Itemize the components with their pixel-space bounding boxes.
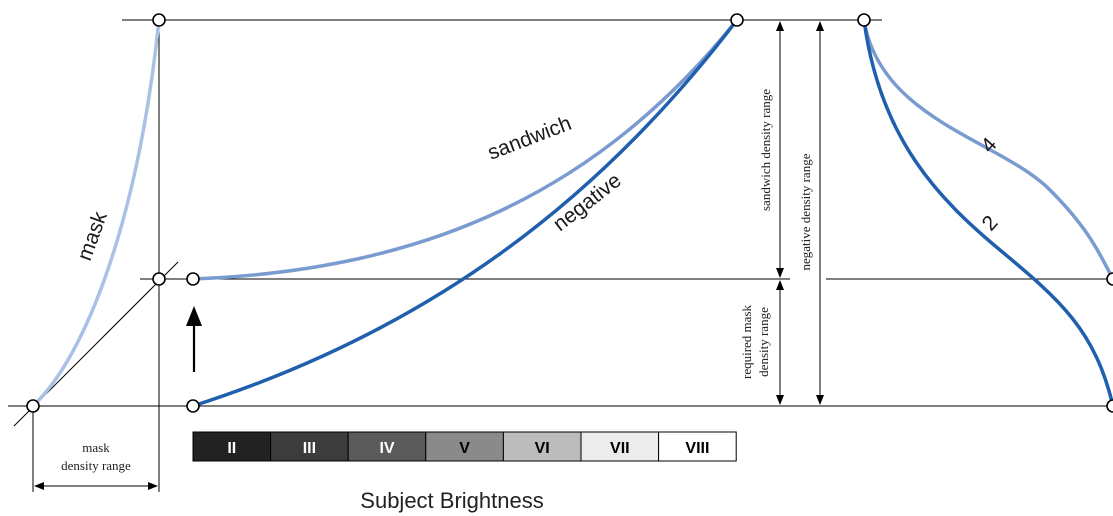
- zone-label-v: V: [459, 440, 470, 457]
- zone-label-vii: VII: [610, 440, 630, 457]
- zone-cell-iii: [270, 431, 349, 462]
- sandwich-curve-label: sandwich: [485, 112, 575, 165]
- zone-cell-vii: [580, 431, 660, 462]
- required-mask-range-label-line2: density range: [756, 307, 771, 377]
- nodes: [26, 13, 1113, 413]
- node-negative-start: [186, 399, 200, 413]
- zone-cell-vi: [502, 431, 582, 462]
- node-right-top: [857, 13, 871, 27]
- zone-label-iv: IV: [379, 440, 394, 457]
- tone-curve-4: [862, 18, 1113, 281]
- zone-cell-viii: [658, 431, 737, 462]
- mask-range-label-line2: density range: [61, 458, 131, 473]
- node-mask-top: [152, 13, 166, 27]
- zone-label-iii: III: [303, 440, 316, 457]
- subject-brightness-label: Subject Brightness: [360, 488, 543, 513]
- mask-range-label-line1: mask: [82, 440, 110, 455]
- sandwich-curve: [191, 18, 739, 281]
- zone-label-vi: VI: [535, 440, 550, 457]
- zone-scale: II III IV V VI VII VIII: [192, 431, 737, 462]
- negative-curve: [191, 18, 739, 408]
- sandwich-density-range-label: sandwich density range: [758, 89, 773, 211]
- mask-curve: [31, 18, 161, 408]
- node-sandwich-start: [186, 272, 200, 286]
- node-diagonal-mid: [152, 272, 166, 286]
- tone-curve-2: [862, 18, 1113, 408]
- zone-label-viii: VIII: [685, 440, 709, 457]
- node-mask-origin: [26, 399, 40, 413]
- shift-up-arrow: [186, 306, 202, 372]
- zone-cell-ii: [192, 431, 272, 462]
- zone-label-ii: II: [227, 440, 236, 457]
- mask-curve-label: mask: [73, 208, 112, 263]
- node-right-mid: [1106, 272, 1113, 286]
- zone-cell-v: [425, 431, 504, 462]
- dimension-arrows: [34, 21, 824, 490]
- node-curves-top: [730, 13, 744, 27]
- zone-cell-iv: [347, 431, 427, 462]
- node-right-bottom: [1106, 399, 1113, 413]
- negative-density-range-label: negative density range: [798, 153, 813, 270]
- required-mask-range-label-line1: required mask: [739, 305, 754, 380]
